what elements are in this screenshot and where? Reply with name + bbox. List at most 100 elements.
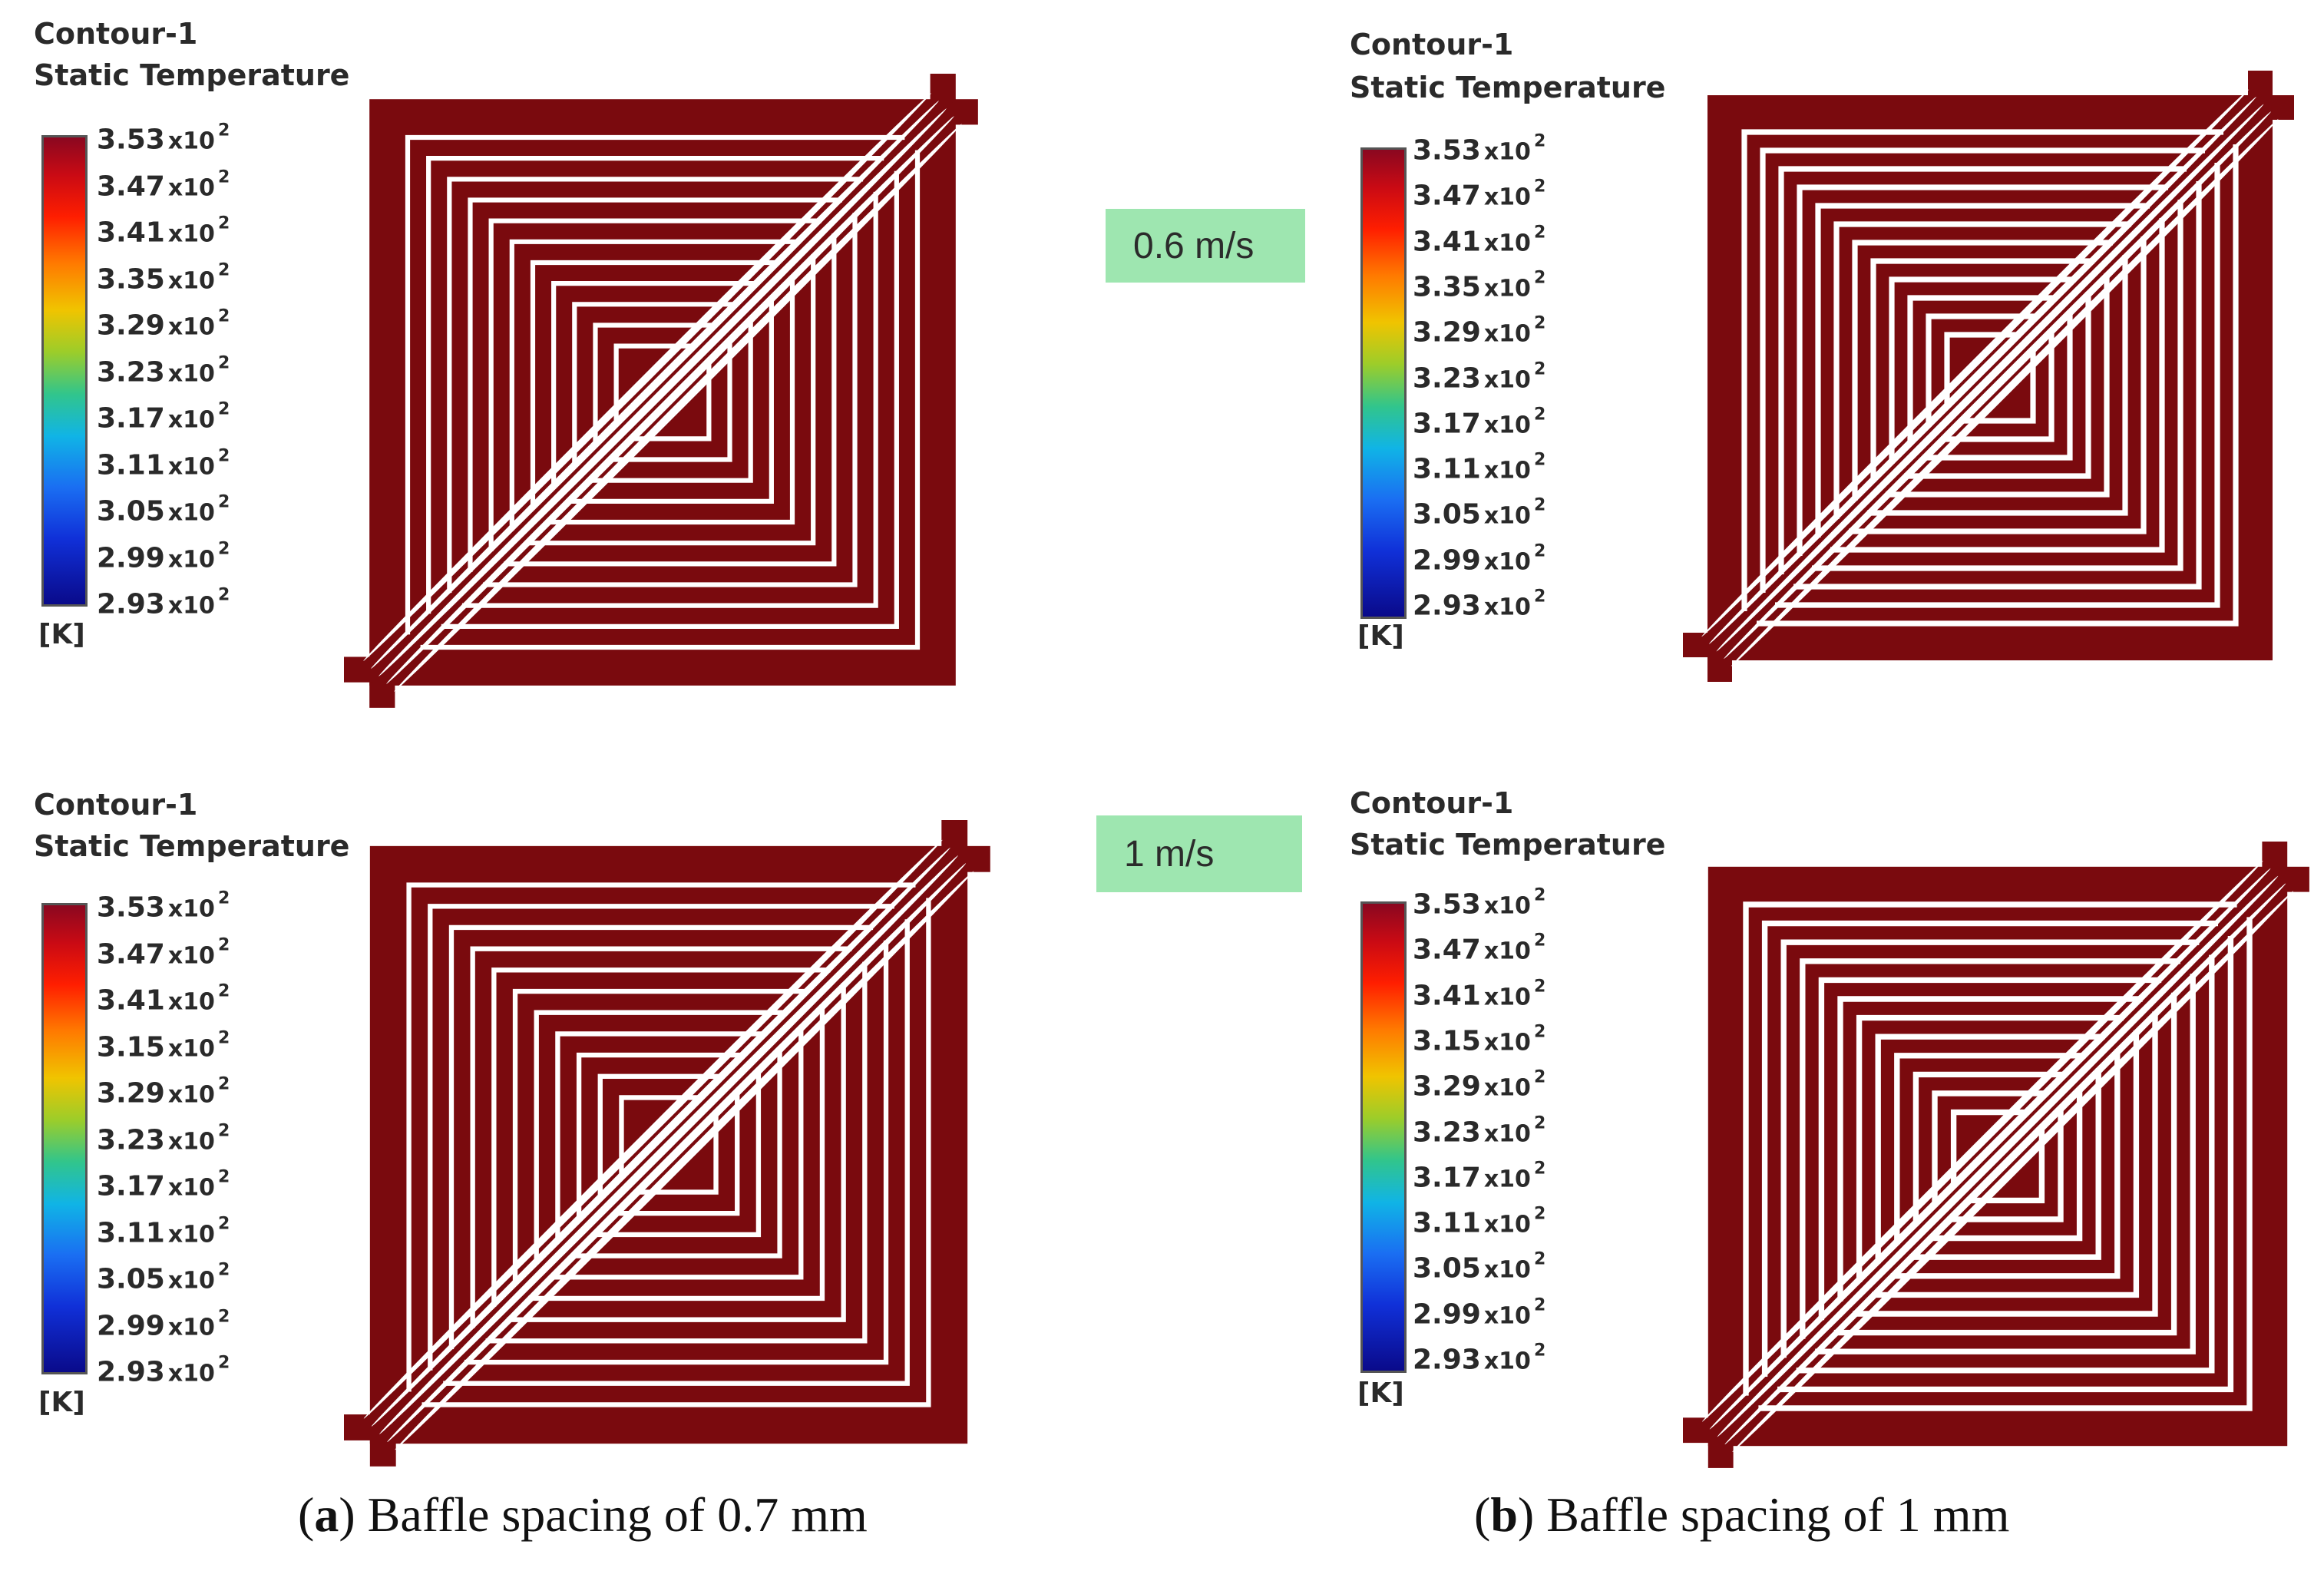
outlet-tab [2262,842,2288,870]
baffle-gap [1849,236,2147,534]
baffle-gap [1757,144,2239,627]
variable-label: Static Temperature [34,829,350,863]
baffle-gap [530,260,780,510]
diagonal-slot [1732,891,2294,1453]
colorbar-tick-label: 3.11 x10 2 [1413,1205,1545,1239]
tick-exponent: 2 [217,492,230,512]
diagonal-slot [363,839,943,1419]
baffle-gap [1907,295,2058,445]
diagonal-slot [1708,96,2256,644]
baffle-gap [1760,147,2205,593]
inlet-tab [369,682,395,708]
tick-exponent: 2 [217,1028,230,1047]
diagonal-slot [387,863,967,1443]
tick-mantissa: 3.47 [1413,934,1481,966]
tick-multiplier: x10 [1483,184,1531,211]
tick-mantissa: 3.23 [97,356,165,388]
tick-mantissa: 2.93 [1413,590,1481,622]
variable-label: Static Temperature [34,58,350,92]
baffle-gap [597,1073,725,1201]
baffle-gap [1761,920,2218,1377]
diagonal-slots [1701,89,2279,666]
baffle-gap [1797,184,2168,556]
inlet-tab [1707,657,1732,682]
colorbar-tick-label: 3.47 x10 2 [97,935,230,970]
colorbar [41,903,88,1374]
tick-exponent: 2 [1533,1022,1546,1042]
tick-exponent: 2 [1533,405,1546,425]
tick-multiplier: x10 [1483,457,1531,485]
inlet-tab [344,657,373,683]
baffle-gap [420,150,921,650]
colorbar-tick-label: 3.17 x10 2 [97,399,230,435]
baffle-gap [464,940,889,1365]
baffle-gap [1743,901,2237,1396]
baffle-gap [1950,1109,2029,1188]
tick-mantissa: 2.99 [97,542,165,574]
baffle-gap [1922,310,2073,461]
baffle-gap [1912,1071,2068,1226]
tick-multiplier: x10 [1483,1166,1531,1193]
colorbar-tick-label: 3.15 x10 2 [1413,1022,1546,1057]
baffle-gap [485,961,868,1344]
tick-multiplier: x10 [167,1267,215,1295]
colorbar-tick-label: 3.23 x10 2 [97,353,230,388]
tick-exponent: 2 [1533,1295,1546,1315]
colorbar-tick-label: 3.47 x10 2 [97,167,230,202]
tick-mantissa: 3.17 [1413,1162,1481,1194]
colorbar-tick-label: 3.29 x10 2 [1413,314,1545,349]
baffle-gap [1818,977,2162,1321]
tick-multiplier: x10 [1483,366,1531,393]
baffle-gap [1775,163,2220,608]
tick-exponent: 2 [217,399,230,419]
outlet-tab [941,820,968,850]
tick-exponent: 2 [217,353,230,372]
baffle-gap [1928,1086,2083,1242]
tick-mantissa: 3.29 [97,309,165,342]
tick-multiplier: x10 [167,220,215,248]
diagonal-slot [1701,860,2263,1422]
colorbar-tick-label: 3.23 x10 2 [97,1121,230,1156]
tick-multiplier: x10 [1483,1074,1531,1102]
tick-mantissa: 3.05 [97,1263,165,1295]
baffle-gap [1947,1106,2064,1222]
unit-label: [K] [38,1387,85,1418]
colorbar-tick-label: 3.47 x10 2 [1413,931,1545,966]
colorbar-tick-label: 3.05 x10 2 [1413,496,1545,531]
tick-mantissa: 3.47 [1413,180,1481,212]
baffle-gap [1815,203,2150,537]
inlet-tab [344,1414,374,1440]
baffle-gap [1932,1090,2048,1207]
baffle-gap [405,134,905,635]
tick-mantissa: 2.99 [97,1310,165,1341]
diagonal-slot [395,871,974,1450]
colorbar-tick-label: 3.17 x10 2 [1413,1159,1545,1194]
tick-mantissa: 3.05 [97,495,165,528]
diagonal-slot [371,101,939,669]
baffle-gap [1886,273,2110,498]
baffle-gap [1926,313,2039,427]
tick-multiplier: x10 [167,313,215,341]
colorbar-tick-label: 2.99 x10 2 [1413,541,1546,576]
tick-mantissa: 3.05 [1413,1252,1481,1285]
baffle-gap [1780,939,2200,1358]
tick-multiplier: x10 [167,1174,215,1202]
tick-exponent: 2 [1533,1249,1546,1269]
tick-multiplier: x10 [167,1221,215,1248]
tick-mantissa: 3.53 [1413,134,1481,167]
tick-multiplier: x10 [167,592,215,620]
tick-exponent: 2 [217,121,230,141]
tick-exponent: 2 [1533,541,1546,561]
diagonal-slot [1731,118,2279,666]
temperature-contour-b-bottom [1683,842,2309,1468]
baffle-gap [488,218,821,551]
tick-mantissa: 3.53 [97,891,165,924]
tick-multiplier: x10 [167,942,215,969]
baffle-gap [1966,1125,2045,1204]
baffle-gap [406,882,916,1392]
baffle-gap [461,191,878,608]
colorbar-tick-label: 3.41 x10 2 [97,214,230,249]
tick-multiplier: x10 [1483,984,1531,1011]
tick-multiplier: x10 [167,1360,215,1387]
baffle-gap [1833,221,2131,519]
